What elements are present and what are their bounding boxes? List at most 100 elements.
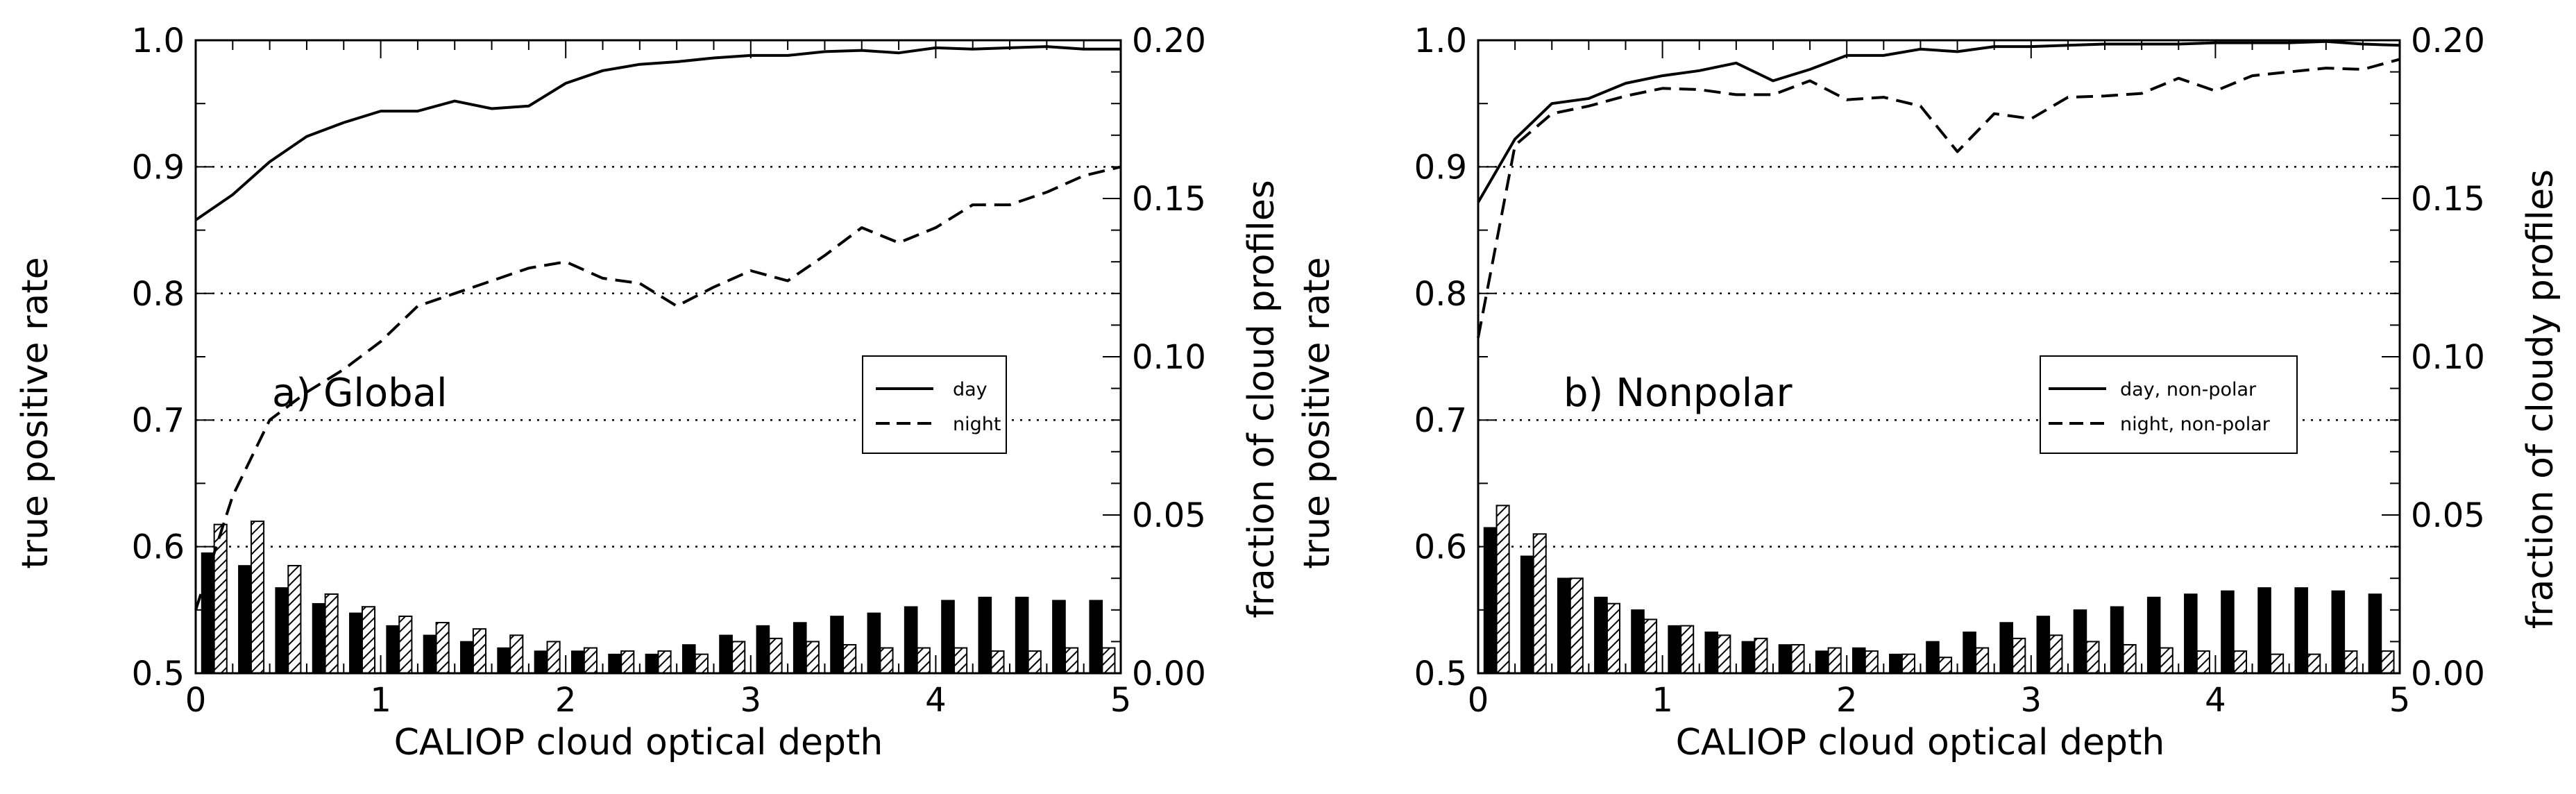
bar-night <box>657 650 672 675</box>
x-tick-label: 0 <box>1468 681 1489 720</box>
y-left-tick-label: 0.9 <box>1414 148 1467 187</box>
legend-day-label: day <box>953 379 988 400</box>
y-left-tick-label: 0.6 <box>132 528 185 567</box>
bar-night-non-polar <box>1790 643 1805 675</box>
bar-day-non-polar <box>1594 596 1608 674</box>
x-tick-label: 1 <box>1652 681 1673 720</box>
bar-day-non-polar <box>2221 590 2235 674</box>
x-axis-label: CALIOP cloud optical depth <box>394 722 883 763</box>
legend: day, non-polar night, non-polar <box>2040 355 2298 454</box>
bar-night-non-polar <box>2344 650 2358 675</box>
bar-day-non-polar <box>1557 577 1571 674</box>
bar-day <box>1089 600 1103 674</box>
legend-box <box>2040 355 2298 454</box>
legend-night-label: night, non-polar <box>2120 414 2271 435</box>
x-tick-label: 3 <box>2021 681 2042 720</box>
bar-night <box>879 647 894 675</box>
bar-night-non-polar <box>2270 653 2285 675</box>
bar-day-non-polar <box>1999 622 2013 674</box>
bar-day <box>312 602 326 674</box>
bar-day <box>349 612 363 674</box>
bar-night-non-polar <box>1569 577 1584 675</box>
bar-night <box>509 634 524 675</box>
bar-day-non-polar <box>1926 641 1940 674</box>
y-right-tick-label: 0.00 <box>1132 654 1206 693</box>
bar-night-non-polar <box>1864 650 1879 675</box>
bar-day <box>719 634 733 674</box>
bar-day-non-polar <box>1963 631 1976 674</box>
bar-night-non-polar <box>1532 533 1547 674</box>
bar-night-non-polar <box>1938 657 1953 675</box>
bar-night <box>398 615 413 674</box>
y-axis-label-right: fraction of cloud profiles <box>1241 180 1282 618</box>
bar-night-non-polar <box>2159 647 2174 675</box>
bar-day-non-polar <box>2036 616 2051 674</box>
bar-day <box>645 653 659 674</box>
x-tick-label: 4 <box>925 681 947 720</box>
legend-box <box>862 355 1007 454</box>
bar-night <box>1065 647 1079 675</box>
bar-night-non-polar <box>1606 602 1620 674</box>
bar-day <box>867 612 881 674</box>
bar-day <box>830 616 844 674</box>
x-tick-label: 1 <box>370 681 391 720</box>
y-right-tick-label: 0.15 <box>2411 180 2485 219</box>
bar-night <box>287 564 302 675</box>
y-axis-label-left: true positive rate <box>15 257 56 568</box>
bar-night <box>546 641 561 675</box>
bar-night <box>472 628 487 674</box>
bar-day <box>386 625 400 674</box>
x-tick-label: 4 <box>2205 681 2226 720</box>
series-line-night-non-polar <box>1477 58 2400 338</box>
bar-night <box>694 653 709 675</box>
bar-day-non-polar <box>1889 653 1903 674</box>
bar-day-non-polar <box>1778 644 1793 674</box>
y-right-tick-label: 0.05 <box>1132 496 1206 535</box>
bar-night <box>620 650 635 675</box>
series-line-day-non-polar <box>1477 40 2400 203</box>
x-tick-label: 0 <box>185 681 207 720</box>
bar-day-non-polar <box>2294 587 2308 674</box>
y-right-tick-label: 0.20 <box>2411 22 2485 60</box>
bar-night-non-polar <box>2012 637 2026 675</box>
bar-night-non-polar <box>2307 653 2321 675</box>
bar-night-non-polar <box>2049 634 2063 675</box>
y-right-tick-label: 0.15 <box>1132 180 1206 219</box>
bar-night <box>583 647 598 675</box>
bar-night-non-polar <box>2085 641 2100 675</box>
bar-night <box>250 521 265 674</box>
bar-day-non-polar <box>2368 593 2382 674</box>
bar-night <box>916 647 931 675</box>
bar-day <box>275 587 289 674</box>
bar-day <box>570 650 585 674</box>
bar-day <box>941 600 955 674</box>
bar-night <box>990 650 1005 675</box>
bar-night-non-polar <box>1754 637 1768 675</box>
x-tick-label: 2 <box>555 681 577 720</box>
bar-night-non-polar <box>2232 650 2248 675</box>
series-line-night <box>194 165 1121 611</box>
y-right-tick-label: 0.05 <box>2411 496 2485 535</box>
y-left-tick-label: 0.6 <box>1414 528 1467 567</box>
bar-night <box>768 637 783 675</box>
bar-day-non-polar <box>2184 593 2198 674</box>
series-line-day <box>194 45 1121 221</box>
bar-day <box>460 641 474 674</box>
y-left-tick-label: 0.5 <box>1414 654 1467 693</box>
y-axis-label-left: true positive rate <box>1296 257 1338 568</box>
x-tick-label: 2 <box>1836 681 1858 720</box>
bar-night-non-polar <box>1827 647 1842 675</box>
bar-night <box>805 641 820 675</box>
legend: day night <box>862 355 1007 454</box>
x-tick-label: 5 <box>1110 681 1132 720</box>
bar-day-non-polar <box>2257 587 2271 674</box>
y-right-tick-label: 0.10 <box>2411 338 2485 377</box>
bar-day <box>904 606 918 674</box>
bar-day <box>608 653 622 674</box>
bar-day <box>681 644 696 674</box>
bar-day-non-polar <box>2146 596 2161 674</box>
bar-night <box>1027 650 1042 675</box>
bar-day-non-polar <box>2110 606 2124 674</box>
bar-night <box>361 606 376 674</box>
x-axis-label: CALIOP cloud optical depth <box>1676 722 2165 763</box>
